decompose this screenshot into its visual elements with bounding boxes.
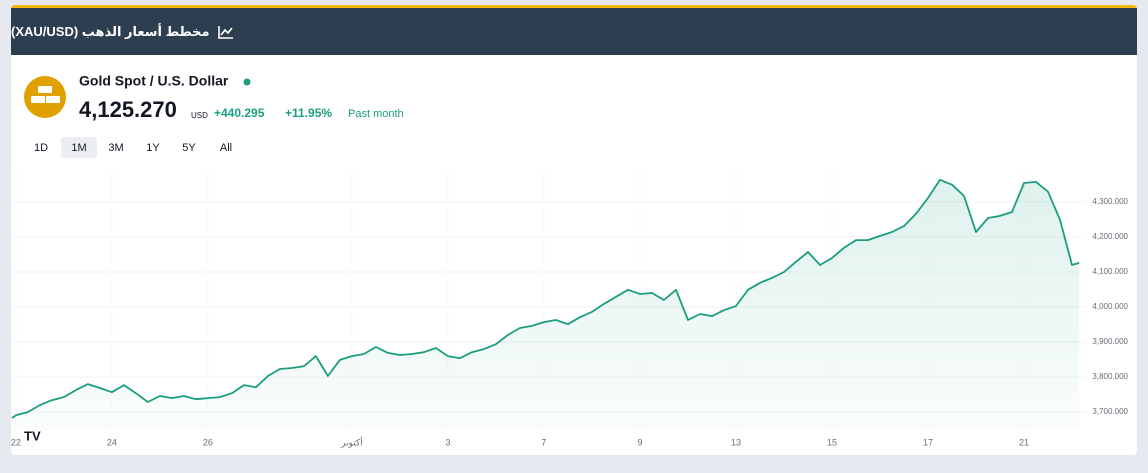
header-title: مخطط أسعار الذهب (XAU/USD) [11, 23, 210, 39]
price-line [11, 178, 1080, 419]
price: 4,125.270 [79, 97, 177, 122]
y-tick-label: 4,200.000 [1092, 232, 1128, 241]
status-dot [243, 78, 251, 86]
chart-icon [217, 25, 233, 39]
x-tick-label: 15 [827, 437, 837, 447]
x-tick-label: 26 [203, 437, 213, 447]
range-button[interactable]: 1D [34, 142, 48, 154]
plot: 3,700.000 3,800.000 3,900.000 4,000.000 4,10… [11, 170, 1129, 447]
x-tick-label: 13 [731, 437, 741, 447]
currency: USD [191, 111, 208, 120]
header: مخطط أسعار الذهب (XAU/USD) [11, 8, 1137, 55]
change-percent: +11.95% [285, 106, 332, 120]
x-tick-label: 9 [637, 437, 642, 447]
range-button[interactable]: 1M [71, 142, 86, 154]
x-tick-label: 3 [445, 437, 450, 447]
y-tick-label: 3,900.000 [1092, 337, 1128, 346]
accent-strip [11, 5, 1137, 8]
x-tick-label: 21 [1019, 437, 1029, 447]
range-selected-bg [61, 137, 97, 158]
x-tick-label: 22 [11, 437, 21, 447]
tv-logo: TV [24, 428, 41, 443]
change: +440.295 [214, 106, 265, 120]
x-tick-label: 7 [541, 437, 546, 447]
x-tick-label: أكتوبر [340, 436, 363, 447]
range-button[interactable]: 5Y [182, 142, 196, 154]
x-tick-label: 24 [107, 437, 117, 447]
y-tick-label: 3,800.000 [1092, 372, 1128, 381]
gold-bars [31, 86, 60, 103]
range-button[interactable]: All [220, 142, 232, 154]
y-tick-label: 4,100.000 [1092, 267, 1128, 276]
y-tick-label: 4,000.000 [1092, 302, 1128, 311]
period: Past month [348, 108, 404, 120]
range-button[interactable]: 1Y [146, 142, 160, 154]
range-button[interactable]: 3M [108, 142, 123, 154]
symbol-name: Gold Spot / U.S. Dollar [79, 73, 229, 89]
area [12, 179, 1080, 430]
y-tick-label: 3,700.000 [1092, 407, 1128, 416]
x-tick-label: 17 [923, 437, 933, 447]
y-tick-label: 4,300.000 [1092, 197, 1128, 206]
range-buttons: 1D 1M 3M 1Y 5Y All [34, 137, 232, 158]
